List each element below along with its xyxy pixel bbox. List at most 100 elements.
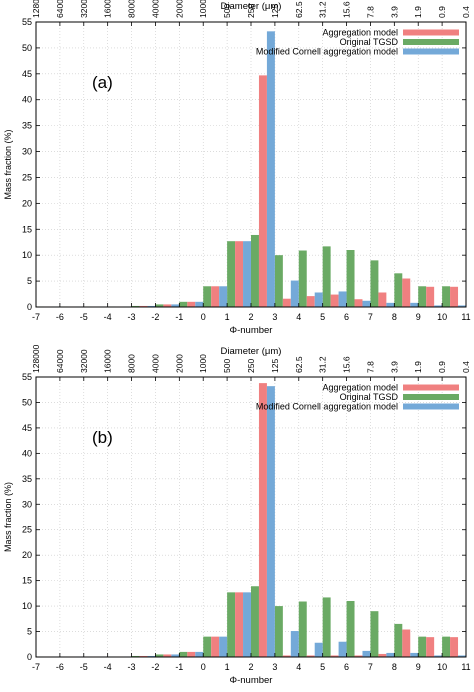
y-tick-label: 10 <box>22 601 32 611</box>
bar <box>418 286 427 307</box>
bar <box>235 592 244 657</box>
bar <box>251 586 259 657</box>
top-tick-label: 16000 <box>103 349 113 373</box>
x-tick-label: 7 <box>368 312 373 322</box>
bar <box>418 636 427 657</box>
x-tick-label: 10 <box>437 312 447 322</box>
bar <box>450 286 459 307</box>
x-tick-label: 5 <box>320 312 325 322</box>
x-tick-label: 9 <box>416 662 421 672</box>
bar <box>442 286 451 307</box>
bar <box>378 292 387 307</box>
top-tick-label: 500 <box>222 4 232 18</box>
bar <box>386 302 395 307</box>
bar <box>266 31 275 308</box>
bar <box>227 592 236 657</box>
y-tick-label: 15 <box>22 224 32 234</box>
legend-label: Aggregation model <box>322 28 398 38</box>
x-tick-label: -6 <box>56 662 64 672</box>
y-tick-label: 25 <box>22 172 32 182</box>
bar <box>402 278 411 307</box>
y-tick-label: 55 <box>22 17 32 27</box>
top-tick-label: 7.8 <box>365 6 375 18</box>
y-tick-label: 20 <box>22 550 32 560</box>
top-tick-label: 0.9 <box>437 361 447 373</box>
bar <box>163 304 172 307</box>
x-tick-label: 11 <box>461 662 470 672</box>
bar <box>386 652 395 657</box>
y-tick-label: 55 <box>22 372 32 382</box>
bar <box>171 654 180 657</box>
y-tick-label: 30 <box>22 147 32 157</box>
y-axis-title: Mass fraction (%) <box>3 482 13 552</box>
top-tick-label: 3.9 <box>389 361 399 373</box>
top-tick-label: 64000 <box>55 0 65 18</box>
y-axis-title: Mass fraction (%) <box>3 129 13 199</box>
bar <box>274 255 283 307</box>
x-tick-label: -4 <box>104 312 112 322</box>
bar <box>147 655 156 657</box>
bar <box>330 655 339 657</box>
bar <box>282 655 291 657</box>
top-tick-label: 31.2 <box>318 1 328 18</box>
bar <box>203 636 212 657</box>
bar <box>179 301 188 307</box>
bar <box>235 241 244 307</box>
bar <box>402 629 411 657</box>
top-tick-label: 31.2 <box>318 356 328 373</box>
x-tick-label: 9 <box>416 312 421 322</box>
bar <box>171 304 180 307</box>
panel-label: (a) <box>92 73 113 92</box>
bar <box>458 305 466 307</box>
legend-label: Original TGSD <box>340 392 399 402</box>
x-tick-label: -3 <box>128 312 136 322</box>
top-tick-label: 64000 <box>55 349 65 373</box>
x-tick-label: -3 <box>128 662 136 672</box>
legend-label: Original TGSD <box>340 37 399 47</box>
bar <box>370 611 379 657</box>
bar <box>211 286 220 307</box>
y-tick-label: 5 <box>27 276 32 286</box>
bar <box>434 305 443 307</box>
panel-label: (b) <box>92 428 113 447</box>
y-tick-label: 10 <box>22 250 32 260</box>
bar <box>306 296 315 307</box>
top-tick-label: 7.8 <box>365 361 375 373</box>
x-tick-label: 3 <box>272 662 277 672</box>
top-tick-label: 1000 <box>198 354 208 373</box>
bar <box>211 636 220 657</box>
bar <box>131 655 140 657</box>
top-tick-label: 32000 <box>79 0 89 18</box>
bar <box>163 654 172 657</box>
bar <box>290 631 299 657</box>
bar <box>243 241 251 307</box>
bar <box>155 304 164 307</box>
top-tick-label: 500 <box>222 359 232 373</box>
x-tick-label: 1 <box>225 662 230 672</box>
top-tick-label: 1.9 <box>413 6 423 18</box>
legend-swatch <box>403 29 459 36</box>
top-tick-label: 1000 <box>198 0 208 18</box>
top-tick-label: 62.5 <box>294 1 304 18</box>
y-tick-label: 20 <box>22 198 32 208</box>
top-tick-label: 15.6 <box>342 1 352 18</box>
bar <box>227 241 236 307</box>
bar <box>298 601 307 657</box>
x-tick-label: 11 <box>461 312 470 322</box>
y-tick-label: 50 <box>22 397 32 407</box>
bar <box>442 636 451 657</box>
bar <box>458 655 466 657</box>
x-tick-label: -1 <box>175 662 183 672</box>
x-tick-label: -7 <box>32 662 40 672</box>
x-tick-label: -1 <box>175 312 183 322</box>
top-tick-label: 8000 <box>127 354 137 373</box>
bar <box>322 597 331 657</box>
x-tick-label: -4 <box>104 662 112 672</box>
y-tick-label: 35 <box>22 474 32 484</box>
top-tick-label: 125 <box>270 359 280 373</box>
x-tick-label: 7 <box>368 662 373 672</box>
y-tick-label: 40 <box>22 448 32 458</box>
bar <box>426 637 435 657</box>
bar <box>290 280 299 307</box>
bar <box>219 636 228 657</box>
